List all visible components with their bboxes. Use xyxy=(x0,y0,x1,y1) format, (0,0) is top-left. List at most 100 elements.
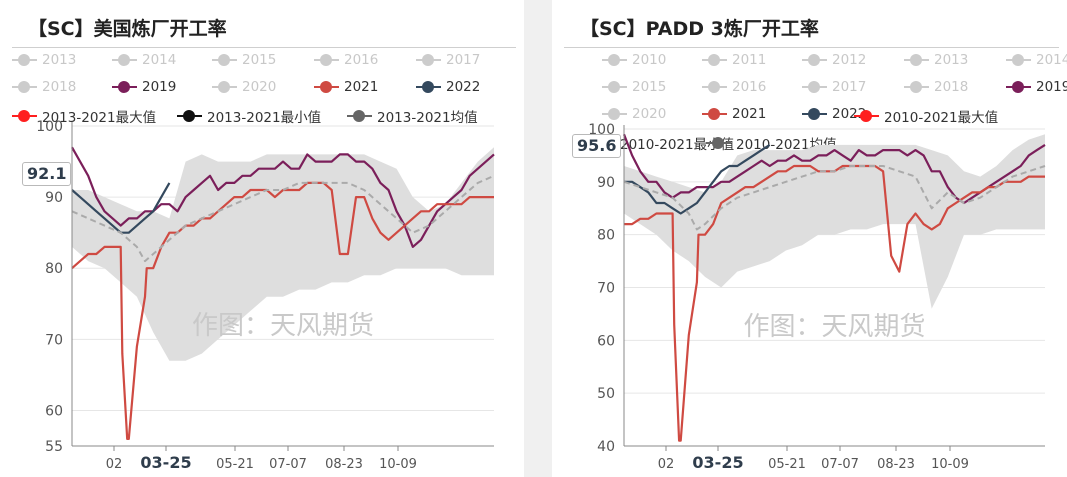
x-tick-label: 02 xyxy=(106,457,123,472)
title-divider xyxy=(12,47,516,48)
legend-item-2021[interactable]: 2021 xyxy=(702,106,766,122)
y-tick-label: 55 xyxy=(45,439,63,455)
legend-label: 2015 xyxy=(632,79,667,95)
x-tick-label: 07-07 xyxy=(269,457,307,472)
legend-symbol-icon xyxy=(212,80,237,94)
legend-symbol-icon xyxy=(1006,53,1031,67)
legend-label: 2020 xyxy=(632,106,667,122)
x-tick-label: 10-09 xyxy=(379,457,417,472)
legend-item-2020[interactable]: 2020 xyxy=(212,79,276,95)
legend-item-2015[interactable]: 2015 xyxy=(602,79,666,95)
legend-symbol-icon xyxy=(314,53,339,67)
legend-symbol-icon xyxy=(314,80,339,94)
legend-item-2015[interactable]: 2015 xyxy=(212,52,276,68)
legend-symbol-icon xyxy=(1006,80,1031,94)
range-band xyxy=(624,134,1045,309)
legend-item-2010[interactable]: 2010 xyxy=(602,52,666,68)
legend-item-2018[interactable]: 2018 xyxy=(904,79,968,95)
legend-label: 2013 xyxy=(934,52,969,68)
legend-label: 2014 xyxy=(142,52,177,68)
x-tick-label: 08-23 xyxy=(325,457,363,472)
series-line-2019[interactable] xyxy=(71,146,495,248)
legend-label: 2010-2021最小值 xyxy=(620,137,735,153)
legend-label: 2019 xyxy=(142,79,177,95)
y-tick-label: 90 xyxy=(45,190,63,206)
legend-item-2013-2021最小值[interactable]: 2013-2021最小值 xyxy=(177,106,321,126)
legend-item-2011[interactable]: 2011 xyxy=(702,52,766,68)
legend-symbol-icon xyxy=(347,109,372,123)
legend-item-2019[interactable]: 2019 xyxy=(112,79,176,95)
legend-label: 2022 xyxy=(446,79,481,95)
x-tick-label: 10-09 xyxy=(931,457,969,472)
y-tick-label: 70 xyxy=(45,332,63,348)
y-tick-label: 90 xyxy=(597,175,615,191)
legend-item-2021[interactable]: 2021 xyxy=(314,79,378,95)
chart-title: 【SC】美国炼厂开工率 xyxy=(28,18,227,40)
legend-item-2017[interactable]: 2017 xyxy=(416,52,480,68)
x-tick-label: 05-21 xyxy=(216,457,254,472)
legend-item-2010-2021最大值[interactable]: 2010-2021最大值 xyxy=(854,106,998,126)
legend-item-2014[interactable]: 2014 xyxy=(112,52,176,68)
legend-symbol-icon xyxy=(12,109,37,123)
legend-symbol-icon xyxy=(802,107,827,121)
series-line-2021[interactable] xyxy=(71,181,494,440)
legend-symbol-icon xyxy=(177,109,202,123)
chart-plot[interactable]: 55 60 70 80 90 100 作图：天风期货 02 03-25 05-21 07-07 08-… xyxy=(0,0,524,477)
series-line-2010-2021均值[interactable] xyxy=(623,165,1046,231)
legend-label: 2011 xyxy=(732,52,767,68)
legend-item-2022[interactable]: 2022 xyxy=(802,106,866,122)
legend-item-2013[interactable]: 2013 xyxy=(12,52,76,68)
legend-symbol-icon xyxy=(706,136,731,150)
y-tick-label: 60 xyxy=(45,403,63,419)
legend-label: 2018 xyxy=(934,79,969,95)
legend-symbol-icon xyxy=(212,53,237,67)
legend-item-2012[interactable]: 2012 xyxy=(802,52,866,68)
legend-symbol-icon xyxy=(602,80,627,94)
legend-item-2018[interactable]: 2018 xyxy=(12,79,76,95)
legend-label: 2013-2021最小值 xyxy=(207,110,322,126)
legend-item-2020[interactable]: 2020 xyxy=(602,106,666,122)
y-tick-label: 60 xyxy=(597,333,615,349)
series-line-2019[interactable] xyxy=(622,133,1046,205)
x-tick-label: 03-25 xyxy=(692,453,743,472)
y-tick-label: 40 xyxy=(597,439,615,455)
legend-symbol-icon xyxy=(416,80,441,94)
legend-symbol-icon xyxy=(416,53,441,67)
legend-item-2019[interactable]: 2019 xyxy=(1006,79,1067,95)
legend-label: 2017 xyxy=(446,52,481,68)
legend-item-2013-2021最大值[interactable]: 2013-2021最大值 xyxy=(12,106,156,126)
legend-label: 2017 xyxy=(832,79,867,95)
legend-item-2016[interactable]: 2016 xyxy=(702,79,766,95)
legend-item-2017[interactable]: 2017 xyxy=(802,79,866,95)
legend-label: 2013-2021最大值 xyxy=(42,110,157,126)
legend-item-2013-2021均值[interactable]: 2013-2021均值 xyxy=(347,106,478,126)
legend-label: 2020 xyxy=(242,79,277,95)
legend-item-2016[interactable]: 2016 xyxy=(314,52,378,68)
legend-label: 2018 xyxy=(42,79,77,95)
legend-symbol-icon xyxy=(904,80,929,94)
legend-symbol-icon xyxy=(802,53,827,67)
series-line-2022[interactable] xyxy=(624,143,771,215)
x-tick-label: 03-25 xyxy=(140,453,191,472)
legend-item-2014[interactable]: 2014 xyxy=(1006,52,1067,68)
title-divider xyxy=(564,47,1059,48)
legend-symbol-icon xyxy=(904,53,929,67)
series-line-2013-2021均值[interactable] xyxy=(71,174,495,263)
legend-label: 2010-2021最大值 xyxy=(884,110,999,126)
legend-symbol-icon xyxy=(602,107,627,121)
legend-symbol-icon xyxy=(112,53,137,67)
legend-label: 2016 xyxy=(732,79,767,95)
current-value-marker: 92.1 xyxy=(22,162,72,186)
legend-label: 2012 xyxy=(832,52,867,68)
legend-symbol-icon xyxy=(802,80,827,94)
legend-item-2022[interactable]: 2022 xyxy=(416,79,480,95)
legend-label: 2021 xyxy=(344,79,379,95)
current-value-marker: 95.6 xyxy=(572,134,622,158)
legend-symbol-icon xyxy=(12,53,37,67)
legend-label: 2013-2021均值 xyxy=(377,110,478,126)
x-tick-label: 08-23 xyxy=(877,457,915,472)
legend-label: 2010 xyxy=(632,52,667,68)
legend-item-2013[interactable]: 2013 xyxy=(904,52,968,68)
legend-label: 2015 xyxy=(242,52,277,68)
